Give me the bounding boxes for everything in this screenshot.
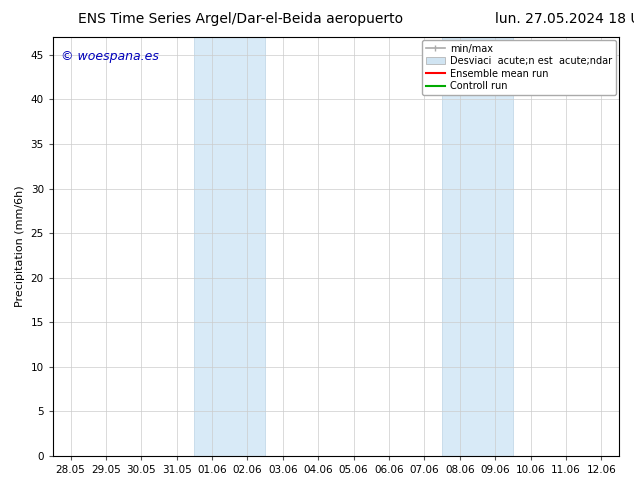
Text: ENS Time Series Argel/Dar-el-Beida aeropuerto: ENS Time Series Argel/Dar-el-Beida aerop…	[79, 12, 403, 26]
Text: lun. 27.05.2024 18 UTC: lun. 27.05.2024 18 UTC	[495, 12, 634, 26]
Bar	[195, 37, 265, 456]
Text: © woespana.es: © woespana.es	[61, 49, 159, 63]
Y-axis label: Precipitation (mm/6h): Precipitation (mm/6h)	[15, 186, 25, 307]
Bar	[442, 37, 513, 456]
Legend: min/max, Desviaci  acute;n est  acute;ndar, Ensemble mean run, Controll run: min/max, Desviaci acute;n est acute;ndar…	[422, 40, 616, 95]
